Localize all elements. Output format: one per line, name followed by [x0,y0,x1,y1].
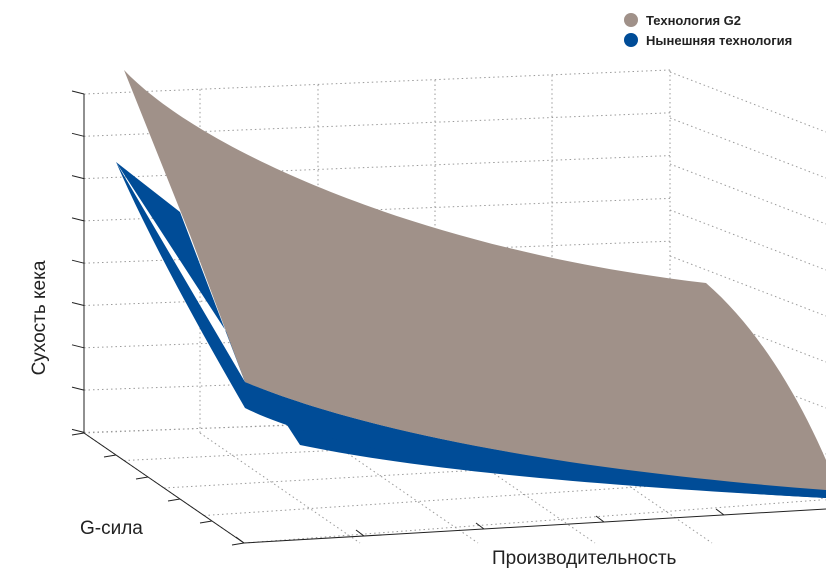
x-tick-2 [475,522,485,530]
x-axis-line [243,508,826,544]
grid-right-3 [669,209,826,271]
grid-right-0 [669,71,826,133]
legend-label-current: Нынешняя технология [646,32,793,48]
z-tick-0 [71,90,85,95]
x-tick-3 [595,515,605,523]
grid-right-1 [669,117,826,179]
g-tick-5 [231,542,245,546]
legend-label-g2: Технология G2 [646,12,742,28]
x-axis-label: Производительность [492,548,677,569]
z-tick-5 [71,302,85,306]
z-tick-1 [71,132,85,137]
g-tick-4 [199,520,213,524]
grid-floor-depth-1 [199,432,361,544]
x-tick-1 [355,529,365,537]
grid-horizontal-0 [83,69,671,95]
legend-swatch-current [624,33,638,47]
z-tick-7 [71,386,85,391]
g-tick-1 [103,454,117,458]
z-axis-label: Сухость кека [29,260,50,376]
z-tick-3 [71,217,85,222]
axes [71,90,826,546]
g-axis-line [83,432,245,544]
y-axis-label: G-сила [80,518,143,539]
z-tick-2 [71,175,85,180]
series-g2-technology-surface [124,70,826,490]
z-tick-8 [71,428,85,433]
g-tick-3 [167,498,181,502]
legend-swatch-g2 [624,13,638,27]
series-current-technology-front-edge [116,162,826,498]
g-tick-2 [135,476,149,480]
legend: Технология G2 Нынешняя технология [624,10,792,50]
z-tick-6 [71,344,85,349]
grid-floor-4 [243,499,821,544]
legend-item-g2: Технология G2 [624,10,792,30]
x-tick-4 [715,508,725,516]
grid-horizontal-1 [83,112,671,137]
legend-item-current: Нынешняя технология [624,30,792,50]
z-tick-4 [71,259,85,264]
grid-right-2 [669,163,826,225]
x-tick-0 [235,536,245,544]
grid-horizontal-2 [83,155,671,180]
grid-right-4 [669,255,826,317]
g-tick-0 [71,432,85,436]
